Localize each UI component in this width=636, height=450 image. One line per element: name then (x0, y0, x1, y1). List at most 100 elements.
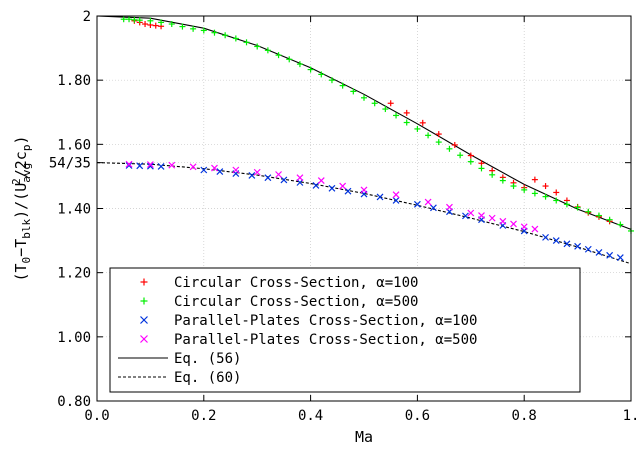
data-point-series-2 (350, 88, 357, 95)
data-point-series-3 (248, 172, 256, 179)
data-point-series-3 (574, 242, 582, 250)
data-point-series-2 (168, 21, 175, 28)
data-point-series-1 (142, 21, 149, 28)
data-point-series-2 (296, 61, 303, 68)
y-label-part: (T (12, 263, 30, 281)
data-point-series-1 (553, 189, 560, 196)
data-point-series-1 (419, 119, 426, 126)
data-point-series-4 (520, 223, 528, 231)
data-point-series-2 (521, 186, 528, 193)
data-point-series-4 (467, 209, 475, 217)
legend-marker-series-1 (140, 278, 148, 286)
data-point-series-3 (392, 197, 400, 204)
data-point-series-2 (232, 35, 239, 42)
data-point-series-4 (232, 166, 240, 174)
data-point-series-2 (425, 132, 432, 139)
data-point-series-2 (120, 16, 127, 23)
data-point-series-3 (344, 187, 352, 195)
data-point-series-2 (478, 165, 485, 172)
data-point-series-2 (126, 16, 133, 23)
y-label-part: avg (20, 163, 33, 183)
data-point-series-2 (435, 139, 442, 146)
legend-label-series-4: Parallel-Plates Cross-Section, α=500 (174, 332, 477, 348)
data-point-series-2 (222, 32, 229, 39)
data-point-series-2 (158, 19, 165, 26)
data-point-series-2 (382, 106, 389, 113)
data-point-series-2 (403, 119, 410, 126)
data-point-series-4 (499, 217, 507, 225)
eq-60-line (96, 162, 632, 265)
axis-ticks: 0.0 0.2 0.4 0.6 0.8 1. 0.80 1.00 1.20 1.40 54/35 1.… (49, 9, 636, 424)
data-point-series-4 (424, 198, 432, 206)
x-axis-label: Ma (355, 428, 373, 446)
data-point-series-1 (478, 160, 485, 167)
x-tick-label: 0.2 (191, 408, 216, 424)
data-point-series-3 (157, 163, 165, 170)
legend-label-line-2: Eq. (60) (174, 370, 241, 386)
y-label-part: −T (12, 239, 30, 257)
data-point-series-1 (435, 131, 442, 138)
data-point-series-2 (499, 177, 506, 184)
data-point-series-2 (606, 216, 613, 223)
data-point-series-2 (553, 197, 560, 204)
data-point-series-3 (429, 204, 437, 212)
data-point-series-3 (563, 240, 571, 248)
data-point-series-2 (243, 39, 250, 46)
x-tick-label: 0.4 (298, 408, 323, 424)
y-tick-label: 1.20 (57, 266, 91, 282)
x-tick-label: 0.6 (405, 408, 430, 424)
data-point-series-2 (254, 43, 261, 50)
data-point-series-3 (584, 245, 592, 253)
data-point-series-2 (595, 212, 602, 219)
data-point-series-2 (131, 16, 138, 23)
data-point-series-1 (403, 109, 410, 116)
y-tick-label: 54/35 (49, 156, 91, 172)
data-point-series-3 (280, 176, 288, 184)
data-point-series-3 (616, 254, 624, 262)
data-point-series-2 (563, 201, 570, 208)
y-label-part: ) (12, 136, 30, 145)
y-tick-label: 0.80 (57, 394, 91, 410)
data-point-series-2 (510, 183, 517, 190)
data-point-series-2 (147, 17, 154, 24)
data-point-series-4 (478, 212, 485, 219)
legend-label-series-1: Circular Cross-Section, α=100 (174, 275, 418, 291)
data-point-series-2 (467, 158, 474, 165)
data-point-series-4 (446, 203, 453, 211)
legend-label-series-3: Parallel-Plates Cross-Section, α=100 (174, 313, 477, 329)
y-tick-label: 1.80 (57, 73, 91, 89)
data-point-series-1 (152, 22, 159, 29)
data-point-series-2 (136, 17, 143, 24)
data-point-series-1 (531, 176, 538, 183)
data-point-series-4 (488, 214, 496, 222)
data-point-series-3 (376, 193, 384, 201)
data-point-series-2 (585, 208, 592, 215)
data-point-series-2 (286, 56, 293, 63)
y-label-part: 0 (20, 257, 33, 264)
data-point-series-2 (617, 221, 624, 228)
data-point-series-3 (200, 166, 208, 174)
data-point-series-1 (387, 100, 394, 107)
legend-marker-series-4 (140, 335, 148, 343)
data-point-series-1 (451, 141, 458, 148)
data-point-series-4 (189, 163, 197, 171)
data-markers (120, 16, 634, 262)
eq-56-line (96, 15, 632, 230)
data-point-series-3 (542, 233, 549, 241)
data-point-series-2 (328, 77, 335, 84)
x-tick-label: 0.8 (512, 408, 537, 424)
data-point-series-3 (264, 174, 272, 182)
data-point-series-4 (253, 168, 261, 176)
legend-marker-series-3 (140, 316, 148, 324)
data-point-series-2 (446, 145, 453, 152)
data-point-series-1 (467, 152, 474, 159)
y-axis-label-text: (T0−Tblk)/(Uavg2/2cp) (10, 136, 33, 282)
data-point-series-3 (552, 237, 560, 245)
data-point-series-1 (542, 183, 549, 190)
data-point-series-4 (275, 171, 282, 178)
data-point-series-3 (328, 184, 336, 192)
data-point-series-3 (216, 168, 224, 176)
data-point-series-2 (307, 66, 314, 73)
legend-label-line-1: Eq. (56) (174, 351, 241, 367)
